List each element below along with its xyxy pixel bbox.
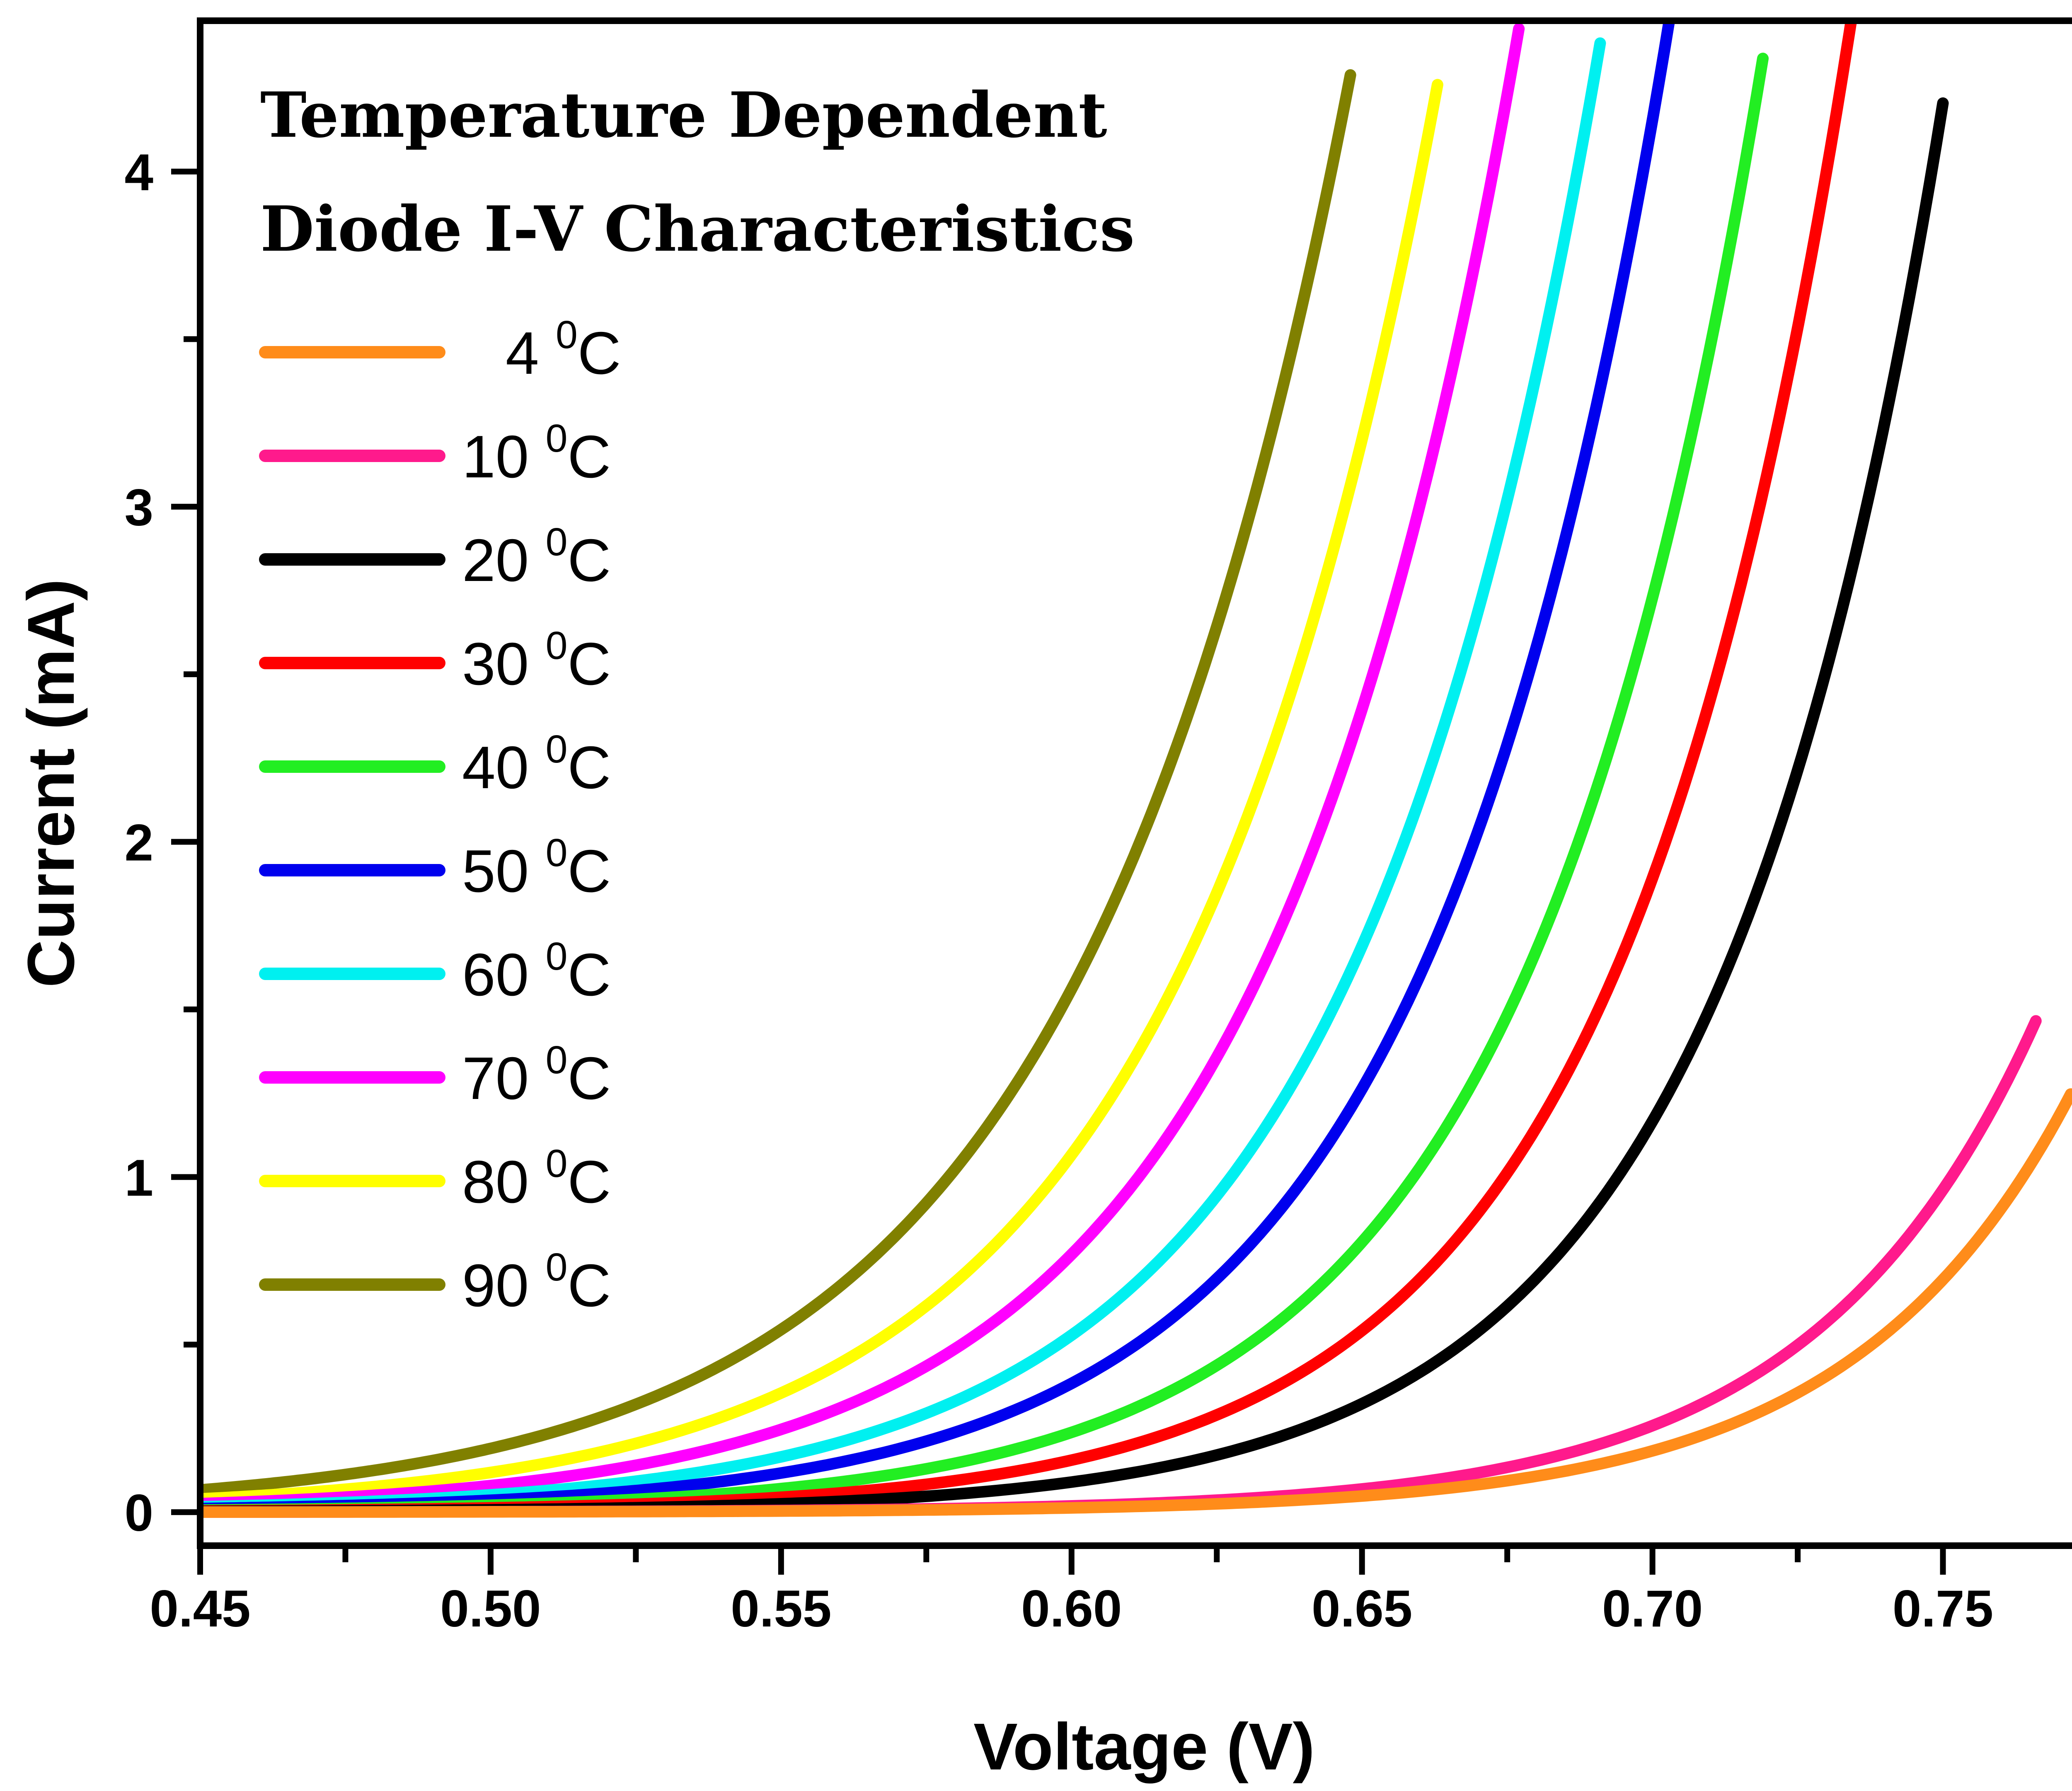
x-tick-label: 0.55 (731, 1580, 831, 1638)
legend-label-10C: 10 0C (462, 416, 611, 490)
series-line-4C (200, 1088, 2072, 1518)
legend-label-40C: 40 0C (462, 727, 611, 801)
y-tick-label: 0 (124, 1484, 153, 1542)
y-tick-label: 1 (124, 1149, 153, 1207)
legend-label-60C: 60 0C (462, 934, 611, 1008)
series-line-70C (200, 23, 1525, 1510)
legend-label-70C: 70 0C (462, 1038, 611, 1112)
x-tick-label: 0.75 (1893, 1580, 1993, 1638)
axis-ticks (171, 168, 1946, 1575)
curves (200, 21, 2072, 1518)
x-tick-label: 0.70 (1602, 1580, 1703, 1638)
y-tick-labels: 0 1 2 3 4 (124, 144, 153, 1542)
x-tick-labels: 0.45 0.50 0.55 0.60 0.65 0.70 0.75 (150, 1580, 1993, 1638)
y-axis-title: Current (mA) (14, 579, 88, 988)
x-tick-label: 0.50 (440, 1580, 541, 1638)
series-line-80C (200, 79, 1443, 1505)
legend-label-90C: 90 0C (462, 1245, 611, 1319)
legend: 4 0C 10 0C 20 0C 30 0C 40 0C 50 0C 60 0C 70 0C 8… (259, 313, 621, 1319)
x-tick-label: 0.60 (1021, 1580, 1122, 1638)
legend-label-50C: 50 0C (462, 831, 611, 905)
x-axis-title: Voltage (V) (973, 1709, 1315, 1784)
legend-label-4C: 4 0C (506, 313, 621, 387)
series-line-90C (200, 69, 1356, 1496)
y-tick-label: 3 (124, 479, 153, 537)
legend-label-80C: 80 0C (462, 1142, 611, 1215)
x-tick-label: 0.65 (1312, 1580, 1412, 1638)
legend-label-30C: 30 0C (462, 624, 611, 697)
chart-title-line-1: Temperature Dependent (260, 79, 1107, 152)
y-tick-label: 2 (124, 814, 153, 872)
y-tick-label: 4 (124, 144, 153, 201)
x-tick-label: 0.45 (150, 1580, 250, 1638)
legend-label-20C: 20 0C (462, 520, 611, 594)
plot-frame (197, 17, 2072, 1549)
chart-title-line-2: Diode I-V Characteristics (260, 193, 1135, 266)
